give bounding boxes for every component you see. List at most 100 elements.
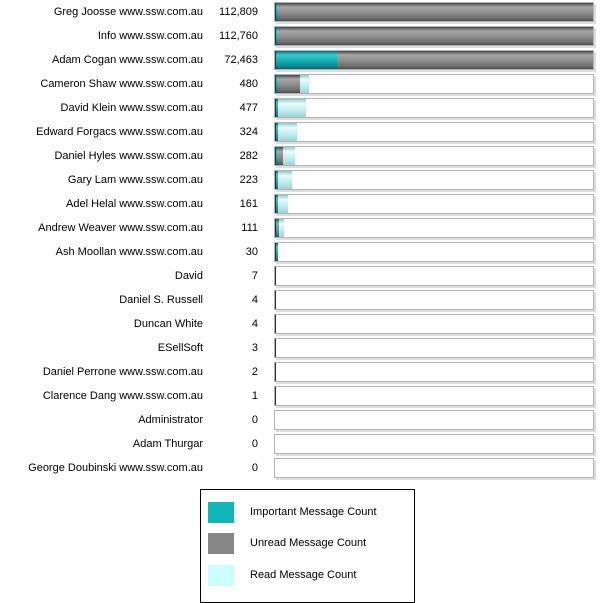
bar-row: Daniel S. Russell 4 bbox=[0, 290, 600, 310]
legend-item-read: Read Message Count bbox=[201, 565, 414, 586]
category-label: David bbox=[174, 270, 203, 282]
bar-row: Daniel Perrone www.ssw.com.au 2 bbox=[0, 362, 600, 382]
important-segment bbox=[276, 171, 278, 189]
bar-row: Ash Moollan www.ssw.com.au 30 bbox=[0, 242, 600, 262]
bar-left-edge bbox=[275, 387, 276, 405]
read-swatch bbox=[208, 565, 234, 586]
legend: Important Message Count Unread Message C… bbox=[200, 489, 415, 603]
category-label: Daniel Hyles www.ssw.com.au bbox=[54, 150, 203, 162]
value-label: 477 bbox=[239, 102, 258, 114]
important-segment bbox=[276, 195, 278, 213]
bar-left-edge bbox=[275, 195, 276, 213]
category-label: Cameron Shaw www.ssw.com.au bbox=[40, 78, 203, 90]
category-label: George Doubinski www.ssw.com.au bbox=[28, 462, 203, 474]
category-label: David Klein www.ssw.com.au bbox=[60, 102, 203, 114]
read-segment bbox=[278, 99, 306, 117]
unread-segment bbox=[277, 147, 283, 165]
value-label: 161 bbox=[239, 198, 258, 210]
read-segment bbox=[279, 219, 284, 237]
important-segment bbox=[276, 51, 337, 69]
important-swatch bbox=[208, 502, 234, 523]
value-label: 112,809 bbox=[219, 6, 258, 18]
bar-track bbox=[274, 170, 594, 190]
value-label: 0 bbox=[251, 438, 258, 450]
bar-track bbox=[274, 74, 594, 94]
bar-left-edge bbox=[275, 363, 276, 381]
legend-label-read: Read Message Count bbox=[250, 569, 357, 581]
unread-swatch bbox=[208, 533, 234, 554]
bar-track bbox=[274, 266, 594, 286]
important-segment bbox=[276, 219, 277, 237]
bar-left-edge bbox=[275, 267, 276, 285]
value-label: 4 bbox=[251, 294, 258, 306]
bar-row: Edward Forgacs www.ssw.com.au 324 bbox=[0, 122, 600, 142]
bar-left-edge bbox=[275, 219, 276, 237]
unread-segment bbox=[278, 75, 300, 93]
category-label: Adam Thurgar bbox=[132, 438, 203, 450]
important-segment bbox=[276, 147, 277, 165]
bar-track bbox=[274, 434, 594, 454]
category-label: Daniel S. Russell bbox=[119, 294, 203, 306]
bar-row: Greg Joosse www.ssw.com.au 112,809 bbox=[0, 2, 600, 22]
value-label: 324 bbox=[239, 126, 258, 138]
important-segment bbox=[276, 3, 278, 21]
bar-row: Adel Helal www.ssw.com.au 161 bbox=[0, 194, 600, 214]
value-label: 3 bbox=[251, 342, 258, 354]
value-label: 112,760 bbox=[219, 30, 258, 42]
bar-track bbox=[274, 218, 594, 238]
category-label: ESellSoft bbox=[157, 342, 203, 354]
bar-row: Clarence Dang www.ssw.com.au 1 bbox=[0, 386, 600, 406]
read-segment bbox=[300, 75, 309, 93]
bar-row: Gary Lam www.ssw.com.au 223 bbox=[0, 170, 600, 190]
category-label: Administrator bbox=[138, 414, 203, 426]
bar-row: Adam Thurgar 0 bbox=[0, 434, 600, 454]
value-label: 0 bbox=[251, 414, 258, 426]
important-segment bbox=[276, 27, 277, 45]
read-segment bbox=[278, 123, 297, 141]
bar-track bbox=[274, 146, 594, 166]
value-label: 30 bbox=[245, 246, 258, 258]
bar-row: ESellSoft 3 bbox=[0, 338, 600, 358]
bar-track bbox=[274, 26, 594, 46]
value-label: 7 bbox=[251, 270, 258, 282]
bar-row: George Doubinski www.ssw.com.au 0 bbox=[0, 458, 600, 478]
category-label: Adel Helal www.ssw.com.au bbox=[66, 198, 203, 210]
category-label: Duncan White bbox=[133, 318, 203, 330]
bar-left-edge bbox=[275, 315, 276, 333]
read-segment bbox=[278, 195, 288, 213]
bar-track bbox=[274, 410, 594, 430]
bar-row: Cameron Shaw www.ssw.com.au 480 bbox=[0, 74, 600, 94]
value-label: 1 bbox=[251, 390, 258, 402]
bar-left-edge bbox=[275, 291, 276, 309]
bar-left-edge bbox=[275, 243, 276, 261]
bar-left-edge bbox=[275, 27, 276, 45]
bar-track bbox=[274, 338, 594, 358]
important-segment bbox=[276, 243, 278, 261]
category-label: Greg Joosse www.ssw.com.au bbox=[53, 6, 203, 18]
category-label: Ash Moollan www.ssw.com.au bbox=[55, 246, 203, 258]
important-segment bbox=[276, 123, 278, 141]
value-label: 2 bbox=[251, 366, 258, 378]
value-label: 282 bbox=[239, 150, 258, 162]
bar-row: Andrew Weaver www.ssw.com.au 111 bbox=[0, 218, 600, 238]
bar-left-edge bbox=[275, 147, 276, 165]
read-segment bbox=[278, 171, 292, 189]
bar-left-edge bbox=[275, 171, 276, 189]
category-label: Gary Lam www.ssw.com.au bbox=[67, 174, 203, 186]
bar-track bbox=[274, 362, 594, 382]
bar-track bbox=[274, 242, 594, 262]
bar-left-edge bbox=[275, 99, 276, 117]
bar-row: David Klein www.ssw.com.au 477 bbox=[0, 98, 600, 118]
bar-track bbox=[274, 194, 594, 214]
legend-item-unread: Unread Message Count bbox=[201, 533, 414, 554]
bar-track bbox=[274, 50, 594, 70]
bar-track bbox=[274, 314, 594, 334]
value-label: 4 bbox=[251, 318, 258, 330]
bar-left-edge bbox=[275, 51, 276, 69]
legend-item-important: Important Message Count bbox=[201, 502, 414, 523]
bar-track bbox=[274, 2, 594, 22]
category-label: Adam Cogan www.ssw.com.au bbox=[51, 54, 203, 66]
bar-left-edge bbox=[275, 75, 276, 93]
category-label: Clarence Dang www.ssw.com.au bbox=[42, 390, 203, 402]
